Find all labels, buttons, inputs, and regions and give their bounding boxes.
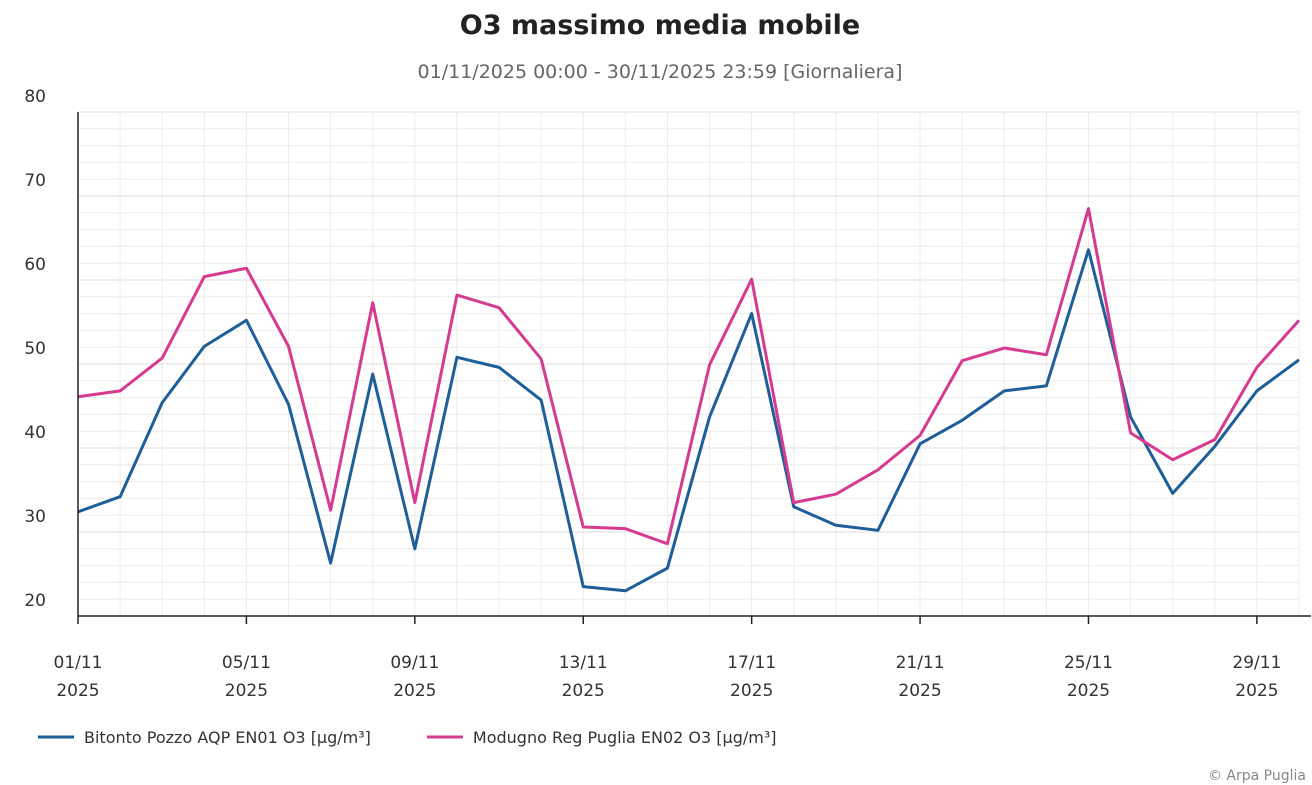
x-tick-label: 09/11	[390, 653, 439, 673]
x-tick-label: 2025	[393, 681, 436, 701]
y-tick-label: 60	[24, 255, 46, 275]
y-tick-label: 40	[24, 423, 46, 443]
x-tick-label: 2025	[1067, 681, 1110, 701]
y-tick-label: 30	[24, 507, 46, 527]
plot	[77, 207, 1301, 593]
x-tick-label: 2025	[898, 681, 941, 701]
y-tick-label: 80	[24, 87, 46, 107]
x-tick-label: 2025	[56, 681, 99, 701]
x-tick-label: 2025	[730, 681, 773, 701]
x-tick-label: 17/11	[727, 653, 776, 673]
y-tick-label: 50	[24, 339, 46, 359]
y-tick-label: 70	[24, 171, 46, 191]
data-line	[77, 207, 1301, 546]
x-tick-label: 29/11	[1232, 653, 1281, 673]
chart-subtitle: 01/11/2025 00:00 - 30/11/2025 23:59 [Gio…	[418, 61, 903, 83]
x-tick-label: 01/11	[54, 653, 103, 673]
x-tick-label: 13/11	[559, 653, 608, 673]
chart-title: O3 massimo media mobile	[460, 10, 860, 41]
x-tick-label: 2025	[225, 681, 268, 701]
credit: © Arpa Puglia	[1208, 768, 1306, 784]
legend-label: Modugno Reg Puglia EN02 O3 [µg/m³]	[473, 728, 777, 747]
x-tick-label: 25/11	[1064, 653, 1113, 673]
legend-label: Bitonto Pozzo AQP EN01 O3 [µg/m³]	[84, 728, 371, 747]
x-tick-label: 2025	[562, 681, 605, 701]
y-tick-label: 20	[24, 591, 46, 611]
x-tick-label: 05/11	[222, 653, 271, 673]
x-tick-label: 21/11	[896, 653, 945, 673]
grid	[77, 111, 1300, 617]
data-line	[77, 248, 1300, 593]
x-tick-label: 2025	[1235, 681, 1278, 701]
